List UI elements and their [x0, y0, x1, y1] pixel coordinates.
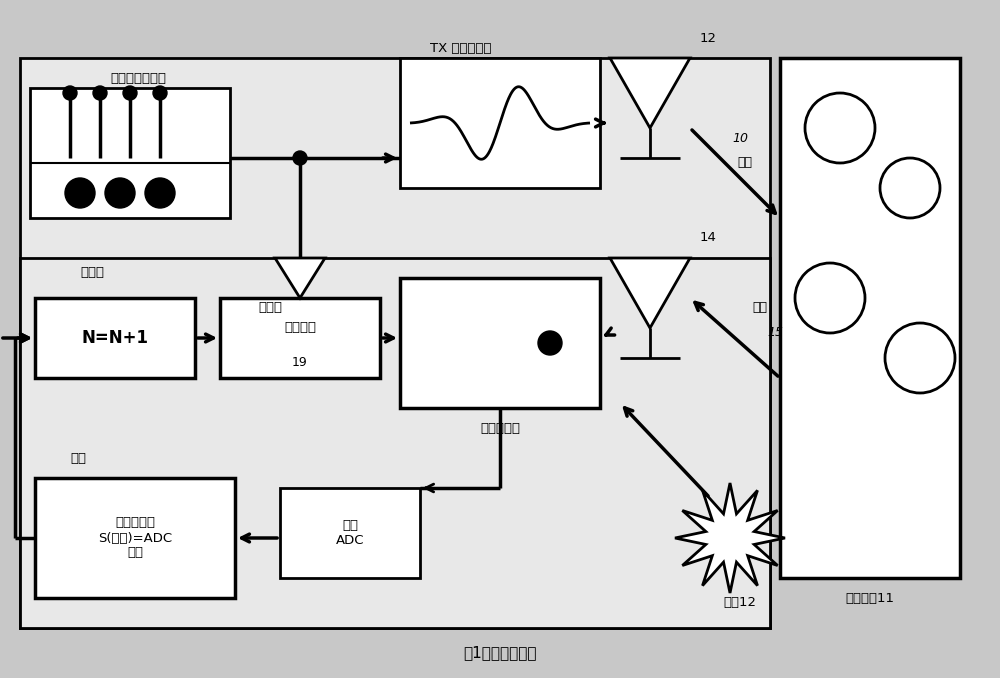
Text: 入射: 入射 [738, 157, 753, 170]
Text: 可变延迟: 可变延迟 [284, 321, 316, 334]
Text: 计数器: 计数器 [80, 266, 104, 279]
Text: 反射: 反射 [753, 302, 768, 315]
Polygon shape [675, 483, 785, 593]
Text: 图1（现有技术）: 图1（现有技术） [463, 645, 537, 660]
Text: 存储器阵列
S(指数)=ADC
结果: 存储器阵列 S(指数)=ADC 结果 [98, 517, 172, 559]
Circle shape [145, 178, 175, 208]
Text: 15: 15 [767, 327, 783, 340]
Circle shape [65, 178, 95, 208]
Text: TX 脉冲生成器: TX 脉冲生成器 [430, 41, 492, 54]
Text: 12: 12 [700, 31, 717, 45]
Text: 19: 19 [292, 357, 308, 370]
Polygon shape [610, 58, 690, 128]
FancyBboxPatch shape [20, 58, 770, 628]
Circle shape [293, 151, 307, 165]
FancyBboxPatch shape [30, 88, 230, 218]
Text: 延迟量: 延迟量 [258, 302, 282, 315]
Circle shape [538, 331, 562, 355]
Polygon shape [610, 258, 690, 328]
FancyBboxPatch shape [20, 258, 770, 628]
FancyBboxPatch shape [35, 478, 235, 598]
FancyBboxPatch shape [35, 298, 195, 378]
Circle shape [123, 86, 137, 100]
Text: 指数: 指数 [70, 452, 86, 464]
Text: 噪声12: 噪声12 [724, 597, 757, 610]
Text: 超快采样器: 超快采样器 [480, 422, 520, 435]
FancyBboxPatch shape [220, 298, 380, 378]
Circle shape [93, 86, 107, 100]
FancyBboxPatch shape [400, 278, 600, 408]
Polygon shape [275, 258, 325, 298]
Text: 低速
ADC: 低速 ADC [336, 519, 364, 547]
Text: 14: 14 [700, 231, 717, 245]
Circle shape [105, 178, 135, 208]
Text: N=N+1: N=N+1 [82, 329, 148, 347]
Text: 10: 10 [732, 132, 748, 144]
Text: 触发脉冲生成器: 触发脉冲生成器 [110, 71, 166, 85]
FancyBboxPatch shape [280, 488, 420, 578]
FancyBboxPatch shape [400, 58, 600, 188]
Circle shape [153, 86, 167, 100]
Circle shape [63, 86, 77, 100]
Text: 测量物体11: 测量物体11 [846, 591, 895, 605]
FancyBboxPatch shape [780, 58, 960, 578]
